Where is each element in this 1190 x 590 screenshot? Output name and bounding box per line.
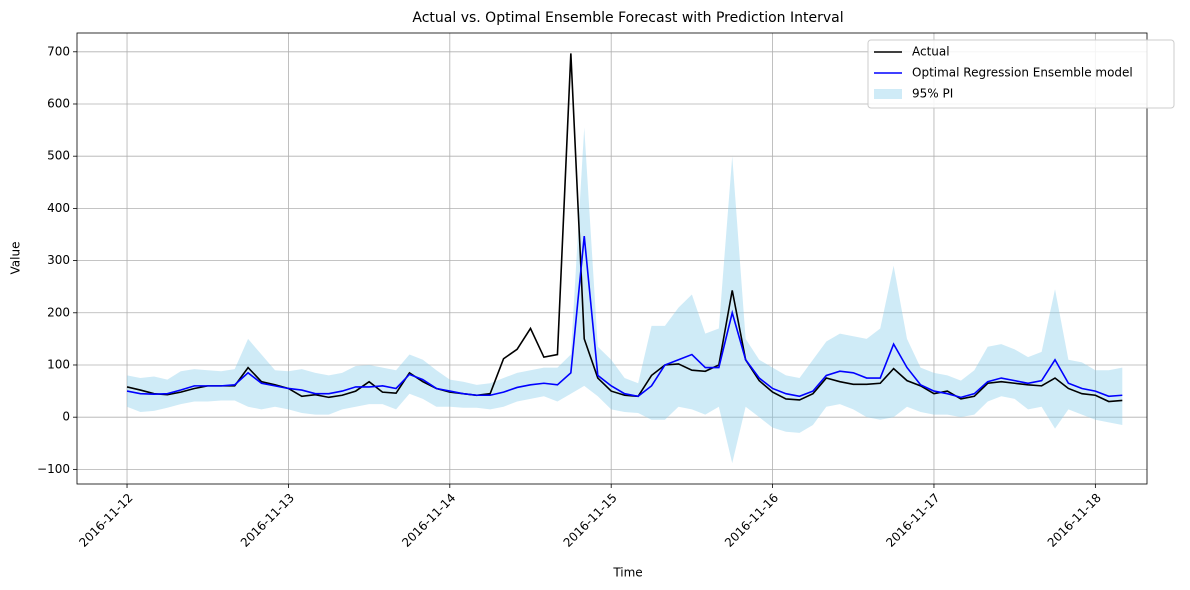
x-tick-label: 2016-11-16 xyxy=(722,491,781,550)
chart-title: Actual vs. Optimal Ensemble Forecast wit… xyxy=(412,10,843,26)
series-line xyxy=(126,235,1123,399)
x-tick-label: 2016-11-17 xyxy=(883,491,942,550)
legend-swatch xyxy=(874,89,902,99)
y-tick-label: 200 xyxy=(47,305,70,319)
x-tick-label: 2016-11-12 xyxy=(76,491,135,550)
y-tick-label: 0 xyxy=(62,410,70,424)
legend-box xyxy=(867,39,1175,109)
x-tick-label: 2016-11-13 xyxy=(238,491,297,550)
y-axis-label: Value xyxy=(9,242,23,275)
x-axis-label: Time xyxy=(612,566,642,580)
legend-label: Optimal Regression Ensemble model xyxy=(912,66,1133,80)
legend-label: Actual xyxy=(912,45,950,59)
legend-label: 95% PI xyxy=(912,87,953,101)
y-tick-label: 400 xyxy=(47,201,70,215)
y-tick-label: 300 xyxy=(47,253,70,267)
y-tick-label: 600 xyxy=(47,96,70,110)
x-tick-label: 2016-11-15 xyxy=(561,491,620,550)
plot-frame xyxy=(76,32,1148,485)
y-tick-label: 500 xyxy=(47,149,70,163)
y-tick-label: 100 xyxy=(47,357,70,371)
prediction-band xyxy=(127,127,1123,464)
y-tick-label: −100 xyxy=(37,462,70,476)
x-tick-label: 2016-11-18 xyxy=(1045,491,1104,550)
y-tick-label: 700 xyxy=(47,44,70,58)
x-tick-label: 2016-11-14 xyxy=(399,491,458,550)
